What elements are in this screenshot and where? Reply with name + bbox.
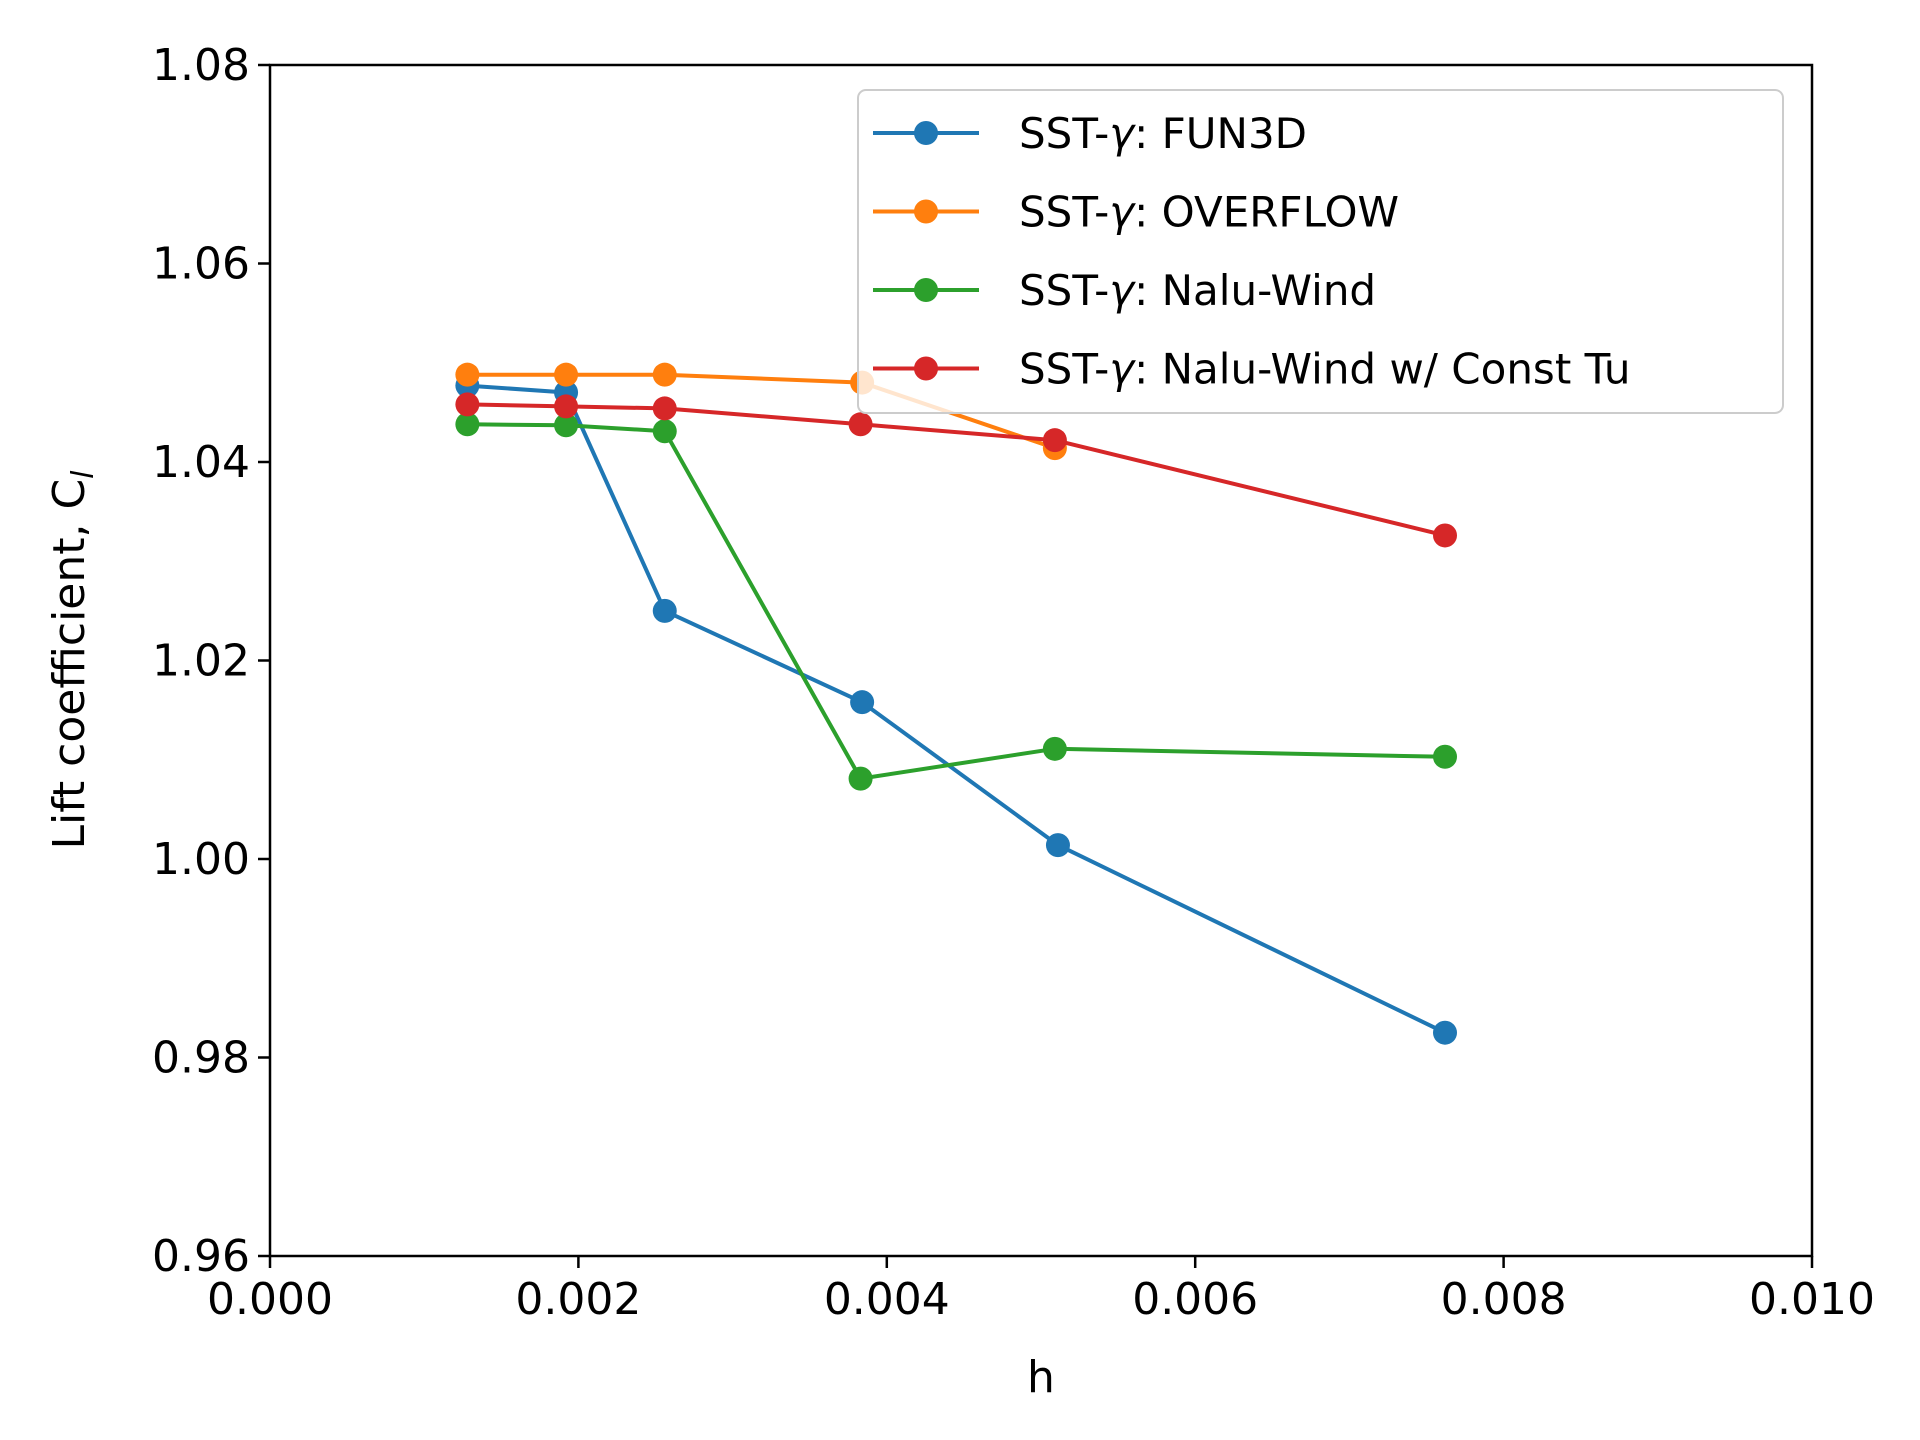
legend-box bbox=[857, 89, 1784, 414]
y-axis: 0.96 0.98 1.00 1.02 1.04 1.06 1.08 bbox=[152, 40, 270, 1282]
y-axis-label-subscript: l bbox=[66, 470, 101, 479]
series-layer bbox=[455, 362, 1458, 1045]
data-point bbox=[455, 392, 480, 417]
series-1 bbox=[455, 373, 1458, 1045]
x-tick-label: 0.008 bbox=[1441, 1274, 1567, 1325]
y-tick-label: 0.96 bbox=[152, 1231, 250, 1282]
y-tick-label: 1.06 bbox=[152, 239, 250, 290]
data-point bbox=[652, 598, 677, 623]
legend-label-symbol: γ bbox=[1109, 109, 1136, 158]
x-tick-label: 0.006 bbox=[1132, 1274, 1258, 1325]
data-point bbox=[848, 766, 873, 791]
legend-item-2: SST-γ: OVERFLOW bbox=[873, 188, 1399, 237]
data-point bbox=[554, 394, 579, 419]
series-line bbox=[467, 402, 1446, 538]
y-tick-label: 1.04 bbox=[152, 437, 250, 488]
series-4 bbox=[455, 392, 1458, 548]
data-point bbox=[1433, 744, 1458, 769]
data-point bbox=[455, 412, 480, 437]
x-tick-label: 0.010 bbox=[1749, 1274, 1875, 1325]
series-3 bbox=[455, 412, 1458, 791]
y-tick-label: 1.08 bbox=[152, 40, 250, 91]
data-point bbox=[652, 419, 677, 444]
legend-item-3: SST-γ: Nalu-Wind bbox=[873, 266, 1376, 315]
legend-label: SST-γ: Nalu-Wind w/ Const Tu bbox=[1019, 345, 1631, 394]
data-point bbox=[1042, 736, 1067, 761]
legend-label: SST-γ: FUN3D bbox=[1019, 109, 1307, 158]
legend-marker bbox=[914, 278, 938, 302]
legend-marker bbox=[914, 199, 938, 224]
x-tick-label: 0.000 bbox=[207, 1274, 333, 1325]
data-point bbox=[850, 690, 875, 715]
y-axis-label: Lift coefficient, Cl bbox=[44, 470, 101, 850]
legend-label-prefix: SST- bbox=[1019, 345, 1109, 394]
data-point bbox=[652, 362, 677, 387]
series-line bbox=[467, 383, 1446, 1035]
y-axis-label-text: Lift coefficient, C bbox=[44, 479, 95, 850]
legend-label-prefix: SST- bbox=[1019, 109, 1109, 158]
y-tick-label: 0.98 bbox=[152, 1033, 250, 1084]
x-tick-label: 0.002 bbox=[515, 1274, 641, 1325]
data-point bbox=[652, 396, 677, 421]
legend-item-1: SST-γ: FUN3D bbox=[873, 109, 1307, 158]
data-point bbox=[1045, 833, 1070, 858]
legend-label: SST-γ: Nalu-Wind bbox=[1019, 266, 1376, 315]
data-point bbox=[1042, 428, 1067, 453]
legend-label-symbol: γ bbox=[1109, 188, 1136, 237]
x-axis: 0.000 0.002 0.004 0.006 0.008 0.010 bbox=[207, 1256, 1875, 1325]
data-point bbox=[1433, 1020, 1458, 1045]
data-point bbox=[554, 413, 579, 438]
y-tick-label: 1.02 bbox=[152, 636, 250, 687]
legend-label-prefix: SST- bbox=[1019, 266, 1109, 315]
data-point bbox=[1433, 523, 1458, 548]
legend-label-suffix: : Nalu-Wind bbox=[1134, 266, 1376, 315]
x-tick-label: 0.004 bbox=[824, 1274, 950, 1325]
data-point bbox=[848, 412, 873, 437]
legend-label-suffix: : OVERFLOW bbox=[1134, 188, 1399, 237]
data-point bbox=[455, 362, 480, 387]
legend-marker bbox=[914, 121, 938, 145]
series-line bbox=[467, 422, 1446, 781]
legend-label-prefix: SST- bbox=[1019, 188, 1109, 237]
legend-label-suffix: : FUN3D bbox=[1134, 109, 1307, 158]
legend-item-4: SST-γ: Nalu-Wind w/ Const Tu bbox=[873, 345, 1631, 394]
data-point bbox=[554, 362, 579, 387]
x-axis-label: h bbox=[1027, 1352, 1055, 1403]
y-tick-label: 1.00 bbox=[152, 834, 250, 885]
legend-label-suffix: : Nalu-Wind w/ Const Tu bbox=[1134, 345, 1630, 394]
legend-label: SST-γ: OVERFLOW bbox=[1019, 188, 1399, 237]
legend-label-symbol: γ bbox=[1109, 345, 1136, 394]
legend-marker bbox=[914, 356, 938, 381]
legend-label-symbol: γ bbox=[1109, 266, 1136, 315]
